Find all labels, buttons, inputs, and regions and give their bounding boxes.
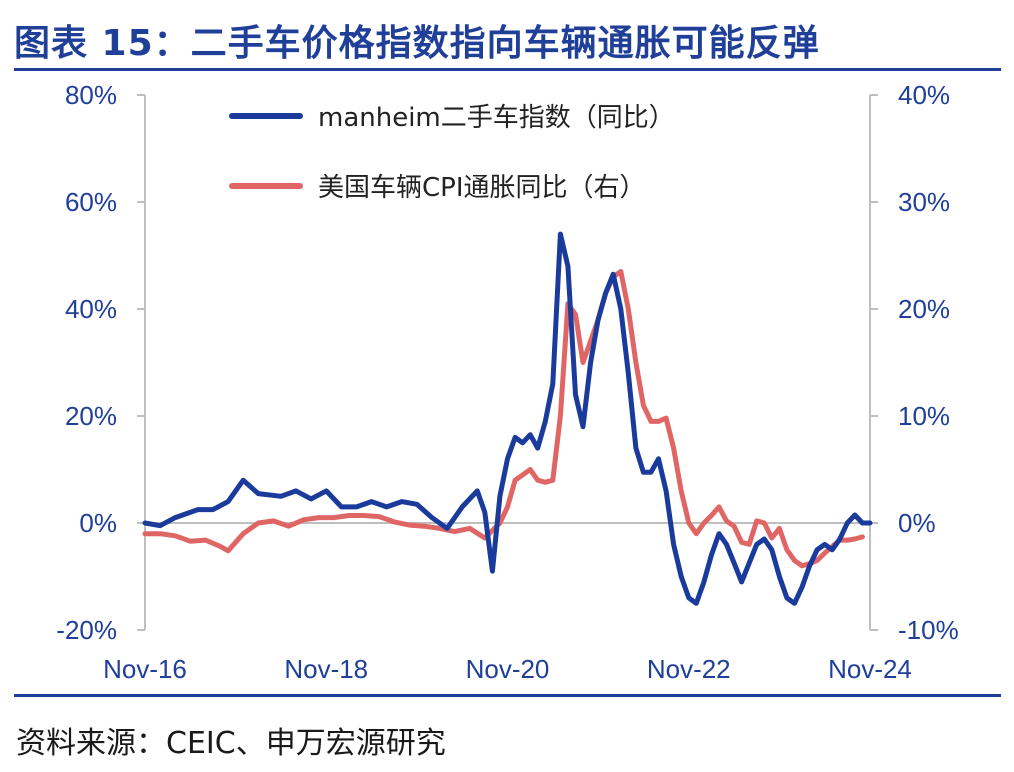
y-left-tick-label: 60% [65, 187, 117, 217]
x-tick-label: Nov-16 [103, 654, 187, 684]
title-rule [14, 68, 1001, 71]
x-tick-label: Nov-20 [466, 654, 550, 684]
y-left-tick-label: 0% [79, 508, 117, 538]
source-note: 资料来源：CEIC、申万宏源研究 [16, 726, 446, 761]
legend-label-2: 美国车辆CPI通胀同比（右） [318, 173, 646, 203]
chart-title: 图表 15：二手车价格指数指向车辆通胀可能反弹 [14, 23, 820, 64]
series-line-2 [142, 269, 865, 569]
series-line-1 [142, 231, 873, 606]
legend-label-1: manheim二手车指数（同比） [318, 103, 675, 133]
y-right-tick-label: 40% [898, 80, 950, 110]
y-right-tick-label: 0% [898, 508, 936, 538]
y-left-tick-label: -20% [56, 615, 117, 645]
y-right-tick-label: 20% [898, 294, 950, 324]
y-left-tick-label: 20% [65, 401, 117, 431]
x-tick-label: Nov-22 [647, 654, 731, 684]
y-left-tick-label: 40% [65, 294, 117, 324]
y-right-tick-label: 30% [898, 187, 950, 217]
y-right-tick-label: 10% [898, 401, 950, 431]
x-tick-label: Nov-24 [828, 654, 912, 684]
x-tick-label: Nov-18 [284, 654, 368, 684]
y-left-tick-label: 80% [65, 80, 117, 110]
y-right-tick-label: -10% [898, 615, 959, 645]
footer-rule [14, 694, 1001, 697]
